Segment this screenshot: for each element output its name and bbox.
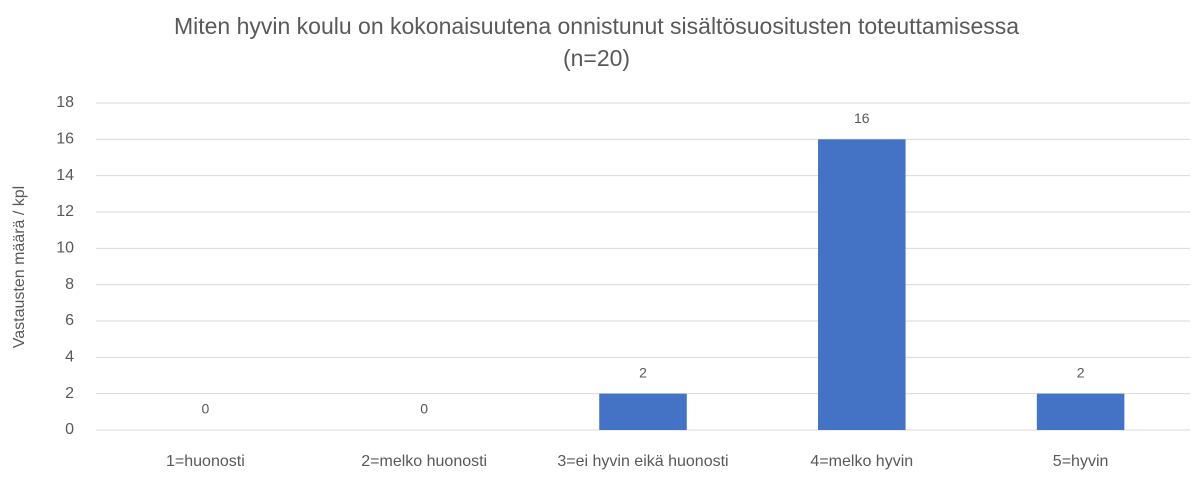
bar	[1036, 393, 1125, 430]
bar	[818, 139, 906, 431]
data-label: 0	[202, 401, 210, 417]
x-tick-label: 1=huonosti	[166, 453, 245, 470]
y-tick-label: 8	[65, 276, 74, 293]
y-tick-label: 4	[65, 349, 74, 366]
data-label: 2	[639, 364, 647, 380]
data-label: 16	[854, 110, 870, 126]
y-tick-label: 16	[56, 131, 74, 148]
y-tick-label: 0	[65, 421, 74, 438]
title-box: Miten hyvin koulu on kokonaisuutena onni…	[0, 10, 1193, 74]
y-tick-label: 6	[65, 312, 74, 329]
data-label: 0	[420, 401, 428, 417]
x-tick-label: 4=melko hyvin	[810, 453, 914, 470]
x-tick-label: 3=ei hyvin eikä huonosti	[557, 453, 729, 470]
y-tick-label: 10	[56, 240, 74, 257]
bar	[599, 393, 687, 430]
y-tick-label: 14	[56, 167, 74, 184]
x-tick-label: 5=hyvin	[1052, 453, 1109, 470]
y-tick-label: 18	[56, 94, 74, 111]
chart-title: Miten hyvin koulu on kokonaisuutena onni…	[173, 13, 1020, 71]
y-tick-label: 12	[56, 203, 74, 220]
data-label: 2	[1077, 364, 1085, 380]
y-tick-label: 2	[65, 385, 74, 402]
y-axis-label: Vastausten määrä / kpl	[11, 186, 28, 348]
x-tick-label: 2=melko huonosti	[361, 453, 488, 470]
